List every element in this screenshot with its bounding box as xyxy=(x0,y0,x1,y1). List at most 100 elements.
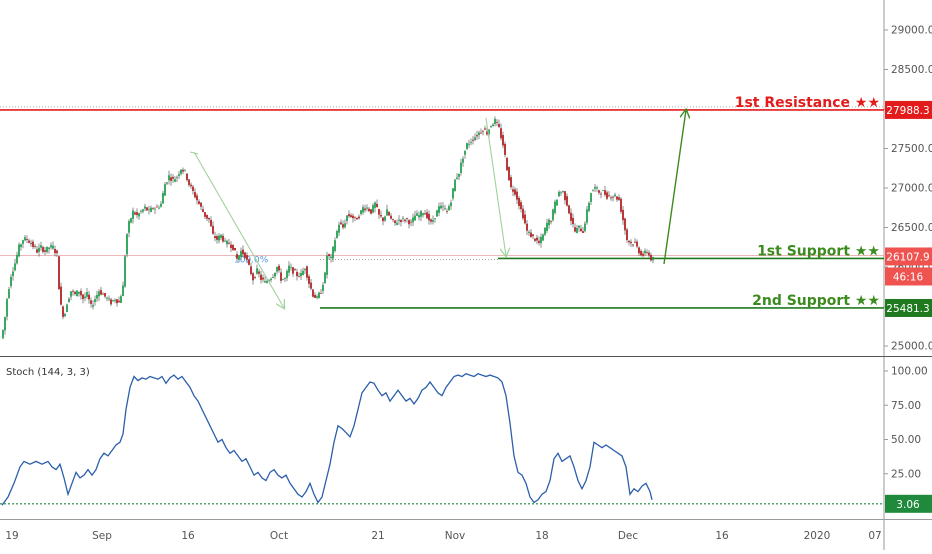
candle-body xyxy=(6,299,8,317)
candle-body xyxy=(626,229,628,240)
candle-body xyxy=(612,196,614,198)
candle-body xyxy=(640,250,642,256)
candle-body xyxy=(566,196,568,206)
candle-body xyxy=(190,184,192,187)
candle-body xyxy=(54,248,56,254)
candle-body xyxy=(114,299,116,301)
candle-body xyxy=(156,206,158,208)
candle-body xyxy=(56,250,58,254)
candle-body xyxy=(444,208,446,210)
candle-body xyxy=(608,195,610,197)
candle-body xyxy=(382,217,384,222)
candle-body xyxy=(192,186,194,191)
candle-body xyxy=(74,291,76,294)
candle-body xyxy=(88,294,90,300)
candle-body xyxy=(426,212,428,219)
resistance-price-badge: 27988.3 xyxy=(886,105,929,117)
candle-body xyxy=(130,218,132,223)
candle-body xyxy=(208,217,210,220)
candle-body xyxy=(22,240,24,244)
candle-body xyxy=(118,300,120,303)
candle-body xyxy=(592,190,594,192)
second-support-label: 2nd Support ★★ xyxy=(752,293,880,309)
candle-body xyxy=(20,244,22,248)
candle-body xyxy=(98,291,100,297)
candle-body xyxy=(222,235,224,242)
candle-body xyxy=(254,277,256,279)
candle-body xyxy=(634,241,636,243)
price-tick-label: 27500.0 xyxy=(891,143,932,155)
time-tick-label: Oct xyxy=(270,530,288,542)
candle-body xyxy=(276,266,278,272)
candle-body xyxy=(516,191,518,200)
candle-body xyxy=(150,207,152,212)
candle-body xyxy=(38,247,40,253)
candle-body xyxy=(568,205,570,214)
candle-body xyxy=(52,245,54,249)
candle-body xyxy=(240,250,242,257)
candle-body xyxy=(602,190,604,192)
candle-body xyxy=(248,259,250,265)
candle-body xyxy=(210,219,212,227)
candle-body xyxy=(448,205,450,211)
candle-body xyxy=(502,135,504,146)
candle-body xyxy=(396,222,398,225)
candlestick-series xyxy=(2,116,654,340)
candle-body xyxy=(188,179,190,186)
candle-body xyxy=(46,246,48,253)
time-tick-label: 07 xyxy=(868,530,881,542)
candle-body xyxy=(628,240,630,243)
candle-body xyxy=(106,297,108,299)
candle-body xyxy=(538,240,540,243)
candle-body xyxy=(186,173,188,181)
candle-body xyxy=(572,217,574,225)
candle-body xyxy=(486,131,488,135)
candle-body xyxy=(442,206,444,208)
candle-body xyxy=(462,158,464,163)
candle-body xyxy=(82,294,84,300)
candle-body xyxy=(528,231,530,233)
candle-body xyxy=(564,191,566,201)
candle-body xyxy=(374,202,376,208)
candle-body xyxy=(304,268,306,271)
candle-body xyxy=(484,128,486,130)
price-tick-label: 25000.0 xyxy=(891,341,932,353)
candle-countdown-badge-bg xyxy=(885,267,932,286)
time-tick-label: Nov xyxy=(445,530,466,542)
candle-body xyxy=(180,169,182,174)
candle-body xyxy=(310,282,312,289)
candle-body xyxy=(60,286,62,305)
candle-body xyxy=(260,274,262,280)
candle-body xyxy=(636,241,638,247)
support-resistance-levels: 100.0% 1st Resistance ★★ 1st Support ★★ 2nd… xyxy=(0,95,884,309)
candle-body xyxy=(348,214,350,217)
candle-body xyxy=(386,209,388,216)
candle-body xyxy=(50,245,52,248)
candle-body xyxy=(124,256,126,287)
candle-body xyxy=(488,129,490,135)
candle-body xyxy=(650,255,652,261)
candle-body xyxy=(328,254,330,257)
candle-body xyxy=(544,227,546,235)
time-tick-label: 19 xyxy=(5,530,18,542)
candle-body xyxy=(530,232,532,238)
candle-body xyxy=(498,124,500,127)
candle-body xyxy=(120,296,122,303)
candle-body xyxy=(288,265,290,273)
candle-body xyxy=(480,132,482,134)
stoch-tick-label: 75.00 xyxy=(891,400,921,412)
candle-body xyxy=(350,215,352,218)
last-price-badge-bg xyxy=(885,247,932,266)
candle-body xyxy=(104,293,106,297)
projection-arrow-tail xyxy=(189,151,199,155)
candle-body xyxy=(550,221,552,223)
candle-body xyxy=(600,193,602,195)
candle-body xyxy=(398,219,400,221)
candle-body xyxy=(402,217,404,219)
candle-body xyxy=(148,209,150,211)
candle-body xyxy=(556,199,558,206)
candle-body xyxy=(576,227,578,233)
candle-body xyxy=(102,293,104,295)
candle-body xyxy=(404,219,406,222)
candle-body xyxy=(168,175,170,181)
